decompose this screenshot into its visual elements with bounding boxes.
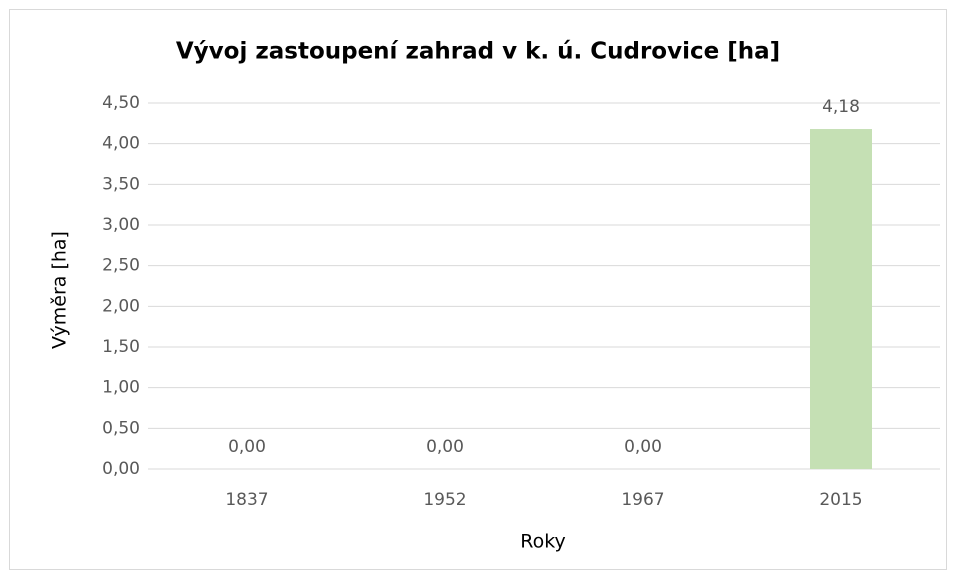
value-label: 0,00 (624, 437, 662, 457)
chart-title: Vývoj zastoupení zahrad v k. ú. Cudrovic… (176, 39, 780, 65)
value-label: 0,00 (228, 437, 266, 457)
y-tick-label: 2,00 (102, 296, 140, 316)
y-tick-label: 4,00 (102, 134, 140, 154)
x-tick-label: 1952 (423, 490, 466, 510)
x-tick-label: 1967 (621, 490, 664, 510)
value-label: 4,18 (822, 97, 860, 117)
y-tick-label: 3,00 (102, 215, 140, 235)
x-axis-label: Roky (520, 531, 566, 553)
y-axis-label: Výměra [ha] (49, 231, 71, 349)
y-tick-label: 3,50 (102, 174, 140, 194)
y-tick-label: 4,50 (102, 93, 140, 113)
chart-border (9, 9, 947, 570)
value-label: 0,00 (426, 437, 464, 457)
y-tick-label: 1,00 (102, 378, 140, 398)
x-tick-label: 1837 (225, 490, 268, 510)
x-tick-label: 2015 (819, 490, 862, 510)
y-tick-label: 2,50 (102, 256, 140, 276)
y-tick-label: 0,50 (102, 418, 140, 438)
y-tick-label: 1,50 (102, 337, 140, 357)
bar (810, 129, 872, 469)
y-tick-label: 0,00 (102, 459, 140, 479)
